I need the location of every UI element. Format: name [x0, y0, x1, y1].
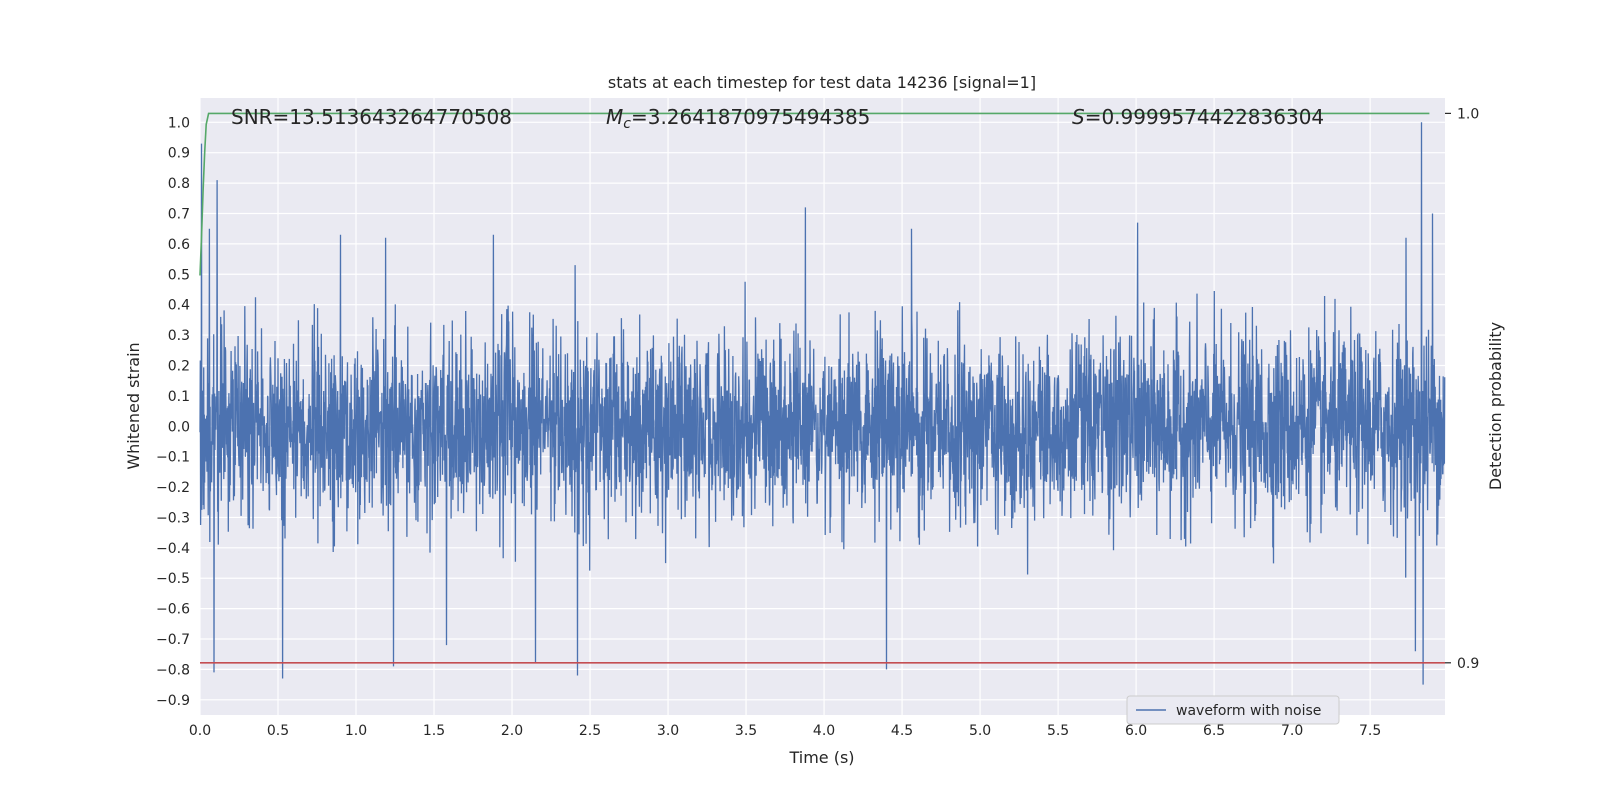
y2-tick-label: 0.9: [1457, 656, 1479, 672]
series-layer: [199, 112, 1446, 685]
x-tick-label: 5.0: [969, 723, 991, 739]
legend-label-waveform: waveform with noise: [1176, 703, 1321, 719]
x-tick-label: 4.5: [891, 723, 913, 739]
legend-box: [1126, 695, 1340, 725]
y-tick-label: 0.8: [168, 176, 190, 192]
x-tick-label: 3.0: [657, 723, 679, 739]
x-tick-label: 5.5: [1047, 723, 1069, 739]
y-tick-label: −0.1: [156, 450, 190, 466]
ticks-layer: 0.0 0.5 1.0 1.5 2.0 2.5 3.0 3.5 4.0 4.5 5.0 5.5 6.0 6…: [156, 106, 1479, 739]
x-tick-label: 6.0: [1125, 723, 1147, 739]
y-tick-label: 0.4: [168, 298, 190, 314]
waveform-line: [199, 122, 1446, 685]
x-tick-label: 7.0: [1281, 723, 1303, 739]
mc-symbol: M: [606, 105, 623, 129]
y-tick-label: 1.0: [168, 115, 190, 131]
s-value: =0.9999574422836304: [1085, 105, 1324, 129]
legend: waveform with noise: [1126, 695, 1340, 725]
mc-annotation: Mc=3.2641870975494385: [606, 105, 870, 132]
y-tick-label: −0.3: [156, 510, 190, 526]
y-tick-label: 0.0: [168, 419, 190, 435]
detection-probability-line: [199, 112, 1430, 276]
y-tick-label: 0.2: [168, 358, 190, 374]
x-tick-label: 1.5: [423, 723, 445, 739]
x-tick-label: 4.0: [813, 723, 835, 739]
y-tick-label: 0.9: [168, 146, 190, 162]
snr-annotation: SNR=13.513643264770508: [231, 105, 512, 129]
y2-tick-label: 1.0: [1457, 106, 1479, 122]
x-tick-label: 1.0: [345, 723, 367, 739]
y-tick-label: 0.1: [168, 389, 190, 405]
x-tick-label: 3.5: [735, 723, 757, 739]
y-tick-label: −0.2: [156, 480, 190, 496]
mc-subscript: c: [623, 116, 631, 132]
x-tick-label: 2.5: [579, 723, 601, 739]
s-annotation: S=0.9999574422836304: [1072, 105, 1324, 129]
x-axis-label: Time (s): [788, 748, 854, 767]
y-tick-label: −0.7: [156, 632, 190, 648]
y-tick-label: 0.7: [168, 206, 190, 222]
y-tick-label: −0.5: [156, 571, 190, 587]
mc-value: =3.2641870975494385: [631, 105, 870, 129]
y-tick-label: 0.6: [168, 237, 190, 253]
x-tick-label: 6.5: [1203, 723, 1225, 739]
y-tick-label: −0.6: [156, 602, 190, 618]
y-tick-label: −0.8: [156, 662, 190, 678]
x-tick-label: 2.0: [501, 723, 523, 739]
y-tick-label: 0.3: [168, 328, 190, 344]
x-tick-label: 0.5: [267, 723, 289, 739]
y2-axis-label: Detection probability: [1486, 322, 1505, 490]
y-axis-label: Whitened strain: [124, 342, 143, 469]
y-tick-label: 0.5: [168, 267, 190, 283]
x-tick-label: 0.0: [189, 723, 211, 739]
y-tick-label: −0.4: [156, 541, 190, 557]
x-tick-label: 7.5: [1359, 723, 1381, 739]
chart-title: stats at each timestep for test data 142…: [608, 73, 1036, 92]
s-symbol: S: [1072, 105, 1085, 129]
y-tick-label: −0.9: [156, 693, 190, 709]
